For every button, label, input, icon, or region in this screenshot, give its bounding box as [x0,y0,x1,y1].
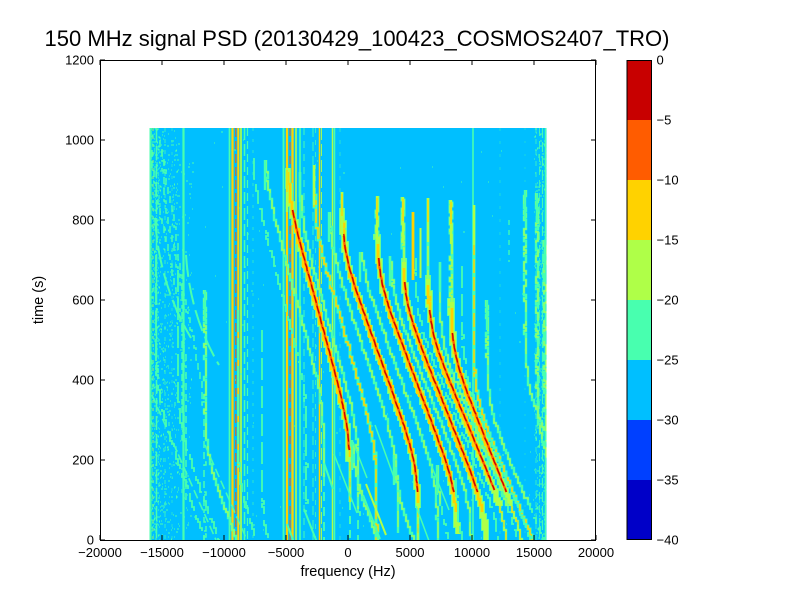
svg-text:−30: −30 [657,413,679,428]
svg-text:−15000: −15000 [140,545,184,560]
svg-text:200: 200 [72,453,94,468]
svg-text:15000: 15000 [516,545,552,560]
svg-text:−10000: −10000 [202,545,246,560]
svg-text:5000: 5000 [396,545,425,560]
svg-text:−10: −10 [657,173,679,188]
svg-text:time (s): time (s) [31,276,47,324]
svg-text:−20: −20 [657,293,679,308]
svg-text:0: 0 [344,545,351,560]
svg-text:−20000: −20000 [78,545,122,560]
svg-text:−35: −35 [657,473,679,488]
svg-text:−5000: −5000 [268,545,305,560]
svg-text:10000: 10000 [454,545,490,560]
svg-text:150 MHz signal PSD (20130429_1: 150 MHz signal PSD (20130429_100423_COSM… [45,26,670,51]
svg-text:0: 0 [87,533,94,548]
svg-text:−5: −5 [657,113,672,128]
svg-text:1000: 1000 [65,133,94,148]
svg-text:400: 400 [72,373,94,388]
svg-text:frequency (Hz): frequency (Hz) [300,564,395,580]
svg-text:600: 600 [72,293,94,308]
svg-text:−15: −15 [657,233,679,248]
svg-text:1200: 1200 [65,53,94,68]
svg-text:−25: −25 [657,353,679,368]
svg-text:0: 0 [657,53,664,68]
svg-text:800: 800 [72,213,94,228]
svg-text:−40: −40 [657,533,679,548]
svg-text:20000: 20000 [578,545,614,560]
